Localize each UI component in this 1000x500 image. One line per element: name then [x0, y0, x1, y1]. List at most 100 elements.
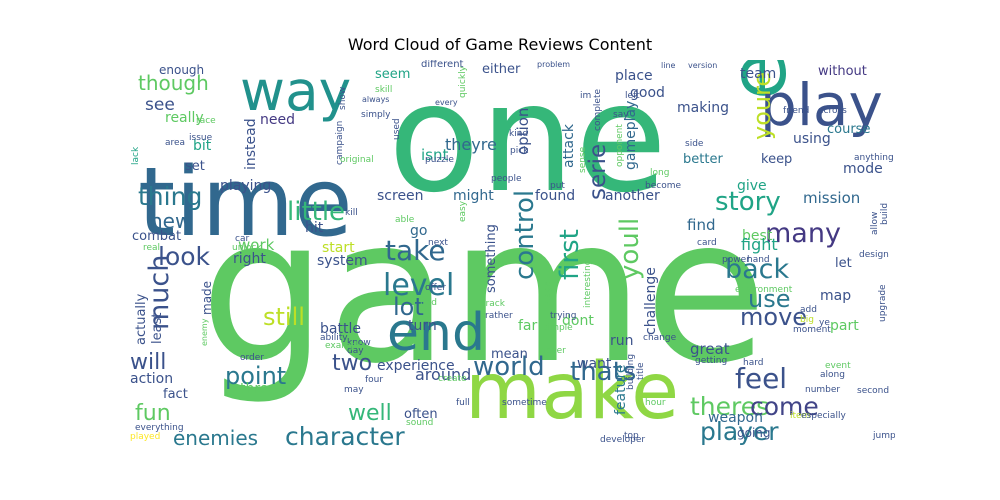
word-rather: rather — [485, 311, 513, 321]
word-design: design — [859, 250, 889, 260]
word-instead: instead — [243, 118, 259, 170]
word-long: long — [650, 168, 669, 178]
word-feel: feel — [735, 362, 787, 395]
word-make: make — [465, 347, 679, 437]
word-experience: experience — [377, 358, 455, 374]
word-power: power — [722, 255, 750, 265]
word-better: better — [683, 152, 723, 167]
word-top: top — [624, 431, 639, 441]
word-mean: mean — [491, 347, 528, 362]
word-four: four — [365, 375, 383, 385]
word-original: original — [340, 155, 374, 165]
word-always: always — [362, 95, 389, 104]
chart-title: Word Cloud of Game Reviews Content — [347, 35, 653, 54]
word-youre: youre — [748, 72, 776, 140]
word-though: though — [138, 71, 209, 95]
word-something: something — [484, 224, 499, 293]
word-system: system — [317, 253, 368, 269]
word-two: two — [332, 351, 372, 376]
word-event: event — [825, 361, 851, 371]
word-time: time — [138, 148, 353, 258]
word-point: point — [225, 362, 286, 390]
word-big: big — [800, 315, 814, 325]
word-theres: theres — [690, 392, 769, 421]
word-course: course — [827, 122, 870, 137]
word-might: might — [453, 188, 494, 204]
word-going: going — [737, 426, 771, 440]
word-set: set — [185, 159, 205, 174]
word-skill: skill — [375, 85, 392, 95]
word-anything: anything — [854, 153, 894, 163]
word-everything: everything — [135, 423, 184, 433]
word-across: across — [818, 106, 847, 116]
word-opponent: opponent — [615, 124, 625, 167]
word-combat: combat — [132, 229, 181, 244]
word-great: great — [690, 340, 730, 358]
word-used: used — [392, 118, 402, 140]
word-map: map — [820, 288, 851, 304]
word-often: often — [404, 407, 438, 422]
word-enemies: enemies — [173, 426, 258, 450]
word-developer: developer — [600, 435, 645, 445]
word-part: part — [830, 318, 859, 334]
word-become: become — [645, 181, 681, 191]
word-fight: fight — [741, 235, 778, 254]
word-back: back — [725, 254, 790, 285]
word-right: right — [233, 251, 266, 267]
word-build: build — [880, 203, 890, 225]
word-never: never — [540, 346, 566, 356]
word-give: give — [737, 178, 767, 194]
word-actually: actually — [134, 293, 149, 345]
word-story: story — [715, 187, 781, 217]
word-example: example — [325, 341, 364, 351]
word-real: real — [143, 243, 160, 253]
word-feature: feature — [613, 364, 629, 415]
word-say: say — [613, 110, 629, 120]
word-first: first — [555, 229, 585, 280]
word-second: second — [857, 386, 889, 396]
word-little: little — [287, 197, 345, 227]
word-played: played — [130, 432, 160, 442]
word-fact: fact — [163, 387, 188, 402]
word-find: find — [687, 216, 715, 234]
word-turn: turn — [408, 318, 437, 334]
word-world: world — [473, 352, 545, 382]
word-create: create — [438, 374, 467, 384]
word-enough: enough — [159, 63, 204, 77]
word-theyre: theyre — [445, 135, 497, 154]
word-bad: bad — [420, 298, 437, 308]
word-see: see — [145, 95, 175, 115]
word-level: level — [383, 268, 454, 303]
word-easy: easy — [458, 200, 468, 222]
word-action: action — [130, 371, 173, 387]
word-good: good — [630, 85, 665, 101]
word-number: number — [805, 385, 840, 395]
word-best: best — [742, 228, 773, 244]
word-challenge: challenge — [643, 267, 659, 335]
word-track: track — [482, 299, 506, 309]
word-play: play — [760, 71, 883, 139]
word-let: let — [835, 256, 852, 271]
word-interesting: interesting — [583, 260, 593, 308]
word-building: building — [626, 354, 636, 390]
word-kill: kill — [345, 208, 358, 218]
word-title: title — [636, 362, 646, 380]
word-battle: battle — [320, 321, 361, 337]
word-need: need — [260, 112, 295, 128]
word-day: day — [347, 346, 364, 356]
word-really: really — [165, 110, 204, 126]
word-moment: moment — [793, 325, 831, 335]
word-put: put — [550, 181, 565, 191]
word-go: go — [410, 223, 427, 239]
word-will: will — [130, 350, 166, 375]
word-simple: simple — [543, 323, 573, 333]
word-game: game — [200, 175, 767, 408]
word-new: new — [150, 209, 191, 233]
word-mission: mission — [803, 189, 860, 207]
word-line: line — [661, 61, 676, 70]
word-work: work — [238, 236, 275, 254]
word-even: even — [714, 60, 804, 100]
word-attack: attack — [561, 123, 577, 168]
word-move: move — [740, 303, 807, 331]
